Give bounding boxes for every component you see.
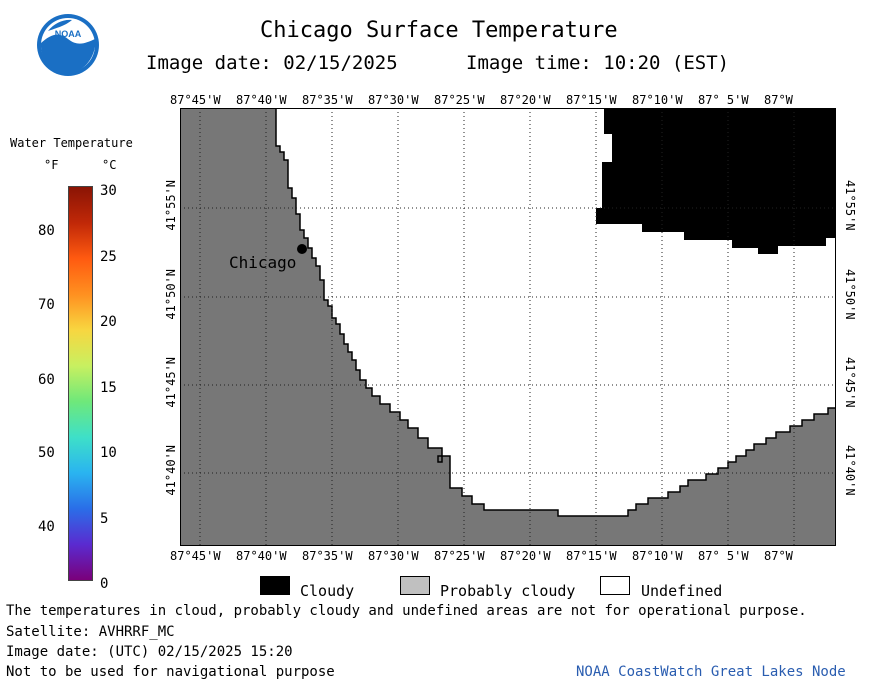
colorbar-title: Water Temperature (10, 136, 133, 150)
lon-label: 87°W (764, 93, 793, 107)
legend-probably-cloudy-label: Probably cloudy (440, 582, 576, 600)
disclaimer-text: The temperatures in cloud, probably clou… (6, 603, 807, 619)
map-grid (180, 108, 836, 546)
map-border (180, 108, 836, 546)
image-time: Image time: 10:20 (EST) (466, 52, 730, 74)
page-title: Chicago Surface Temperature (260, 18, 618, 43)
credit-text: NOAA CoastWatch Great Lakes Node (576, 664, 846, 680)
lon-label: 87°15'W (566, 549, 617, 563)
lon-label: 87°25'W (434, 93, 485, 107)
lat-label: 41°45'N (843, 357, 857, 408)
colorbar-gradient (68, 186, 93, 581)
satellite-text: Satellite: AVHRRF_MC (6, 624, 175, 640)
colorbar-f-tick: 70 (38, 297, 55, 313)
lon-label: 87°20'W (500, 93, 551, 107)
colorbar-c-tick: 15 (100, 379, 117, 396)
colorbar-unit-c: °C (102, 158, 117, 172)
lat-label: 41°50'N (843, 269, 857, 320)
colorbar-f-tick: 80 (38, 223, 55, 239)
lon-label: 87° 5'W (698, 549, 749, 563)
lon-label: 87°15'W (566, 93, 617, 107)
chicago-marker (297, 244, 307, 254)
colorbar-c-tick: 0 (100, 576, 109, 592)
chicago-label: Chicago (229, 253, 297, 272)
legend-undefined-label: Undefined (641, 582, 723, 600)
cloudy-area (596, 108, 836, 254)
lon-label: 87°45'W (170, 549, 221, 563)
lon-label: 87°30'W (368, 549, 419, 563)
colorbar-c-tick: 10 (100, 445, 117, 461)
map-area (180, 108, 836, 546)
lat-label: 41°40'N (843, 445, 857, 496)
colorbar-f-tick: 40 (38, 519, 55, 535)
lon-label: 87°30'W (368, 93, 419, 107)
colorbar-unit-f: °F (44, 158, 59, 172)
noaa-logo: NOAA (37, 14, 99, 76)
colorbar-c-tick: 5 (100, 510, 109, 527)
lon-label: 87°35'W (302, 93, 353, 107)
lat-label: 41°45'N (164, 357, 178, 408)
lat-label: 41°55'N (843, 180, 857, 231)
lon-label: 87°25'W (434, 549, 485, 563)
lat-label: 41°55'N (164, 180, 178, 231)
utc-date-text: Image date: (UTC) 02/15/2025 15:20 (6, 644, 293, 660)
lon-label: 87°35'W (302, 549, 353, 563)
lon-label: 87°40'W (236, 549, 287, 563)
colorbar-f-tick: 50 (38, 445, 55, 461)
colorbar-c-tick: 25 (100, 248, 117, 265)
lon-label: 87°W (764, 549, 793, 563)
image-date: Image date: 02/15/2025 (146, 52, 398, 74)
lat-label: 41°40'N (164, 445, 178, 496)
legend-probably-cloudy-swatch (400, 576, 430, 595)
lon-label: 87°10'W (632, 549, 683, 563)
nav-warning-text: Not to be used for navigational purpose (6, 664, 335, 680)
colorbar-c-tick: 20 (100, 314, 117, 330)
noaa-logo-text: NOAA (55, 29, 82, 39)
lon-label: 87°20'W (500, 549, 551, 563)
legend-undefined-swatch (600, 576, 630, 595)
lon-label: 87°10'W (632, 93, 683, 107)
lon-label: 87°45'W (170, 93, 221, 107)
lat-label: 41°50'N (164, 269, 178, 320)
colorbar-f-tick: 60 (38, 372, 55, 388)
colorbar-c-tick: 30 (100, 183, 117, 199)
lon-label: 87°40'W (236, 93, 287, 107)
legend-cloudy-label: Cloudy (300, 582, 355, 600)
legend-cloudy-swatch (260, 576, 290, 595)
lon-label: 87° 5'W (698, 93, 749, 107)
land-area (180, 108, 836, 546)
